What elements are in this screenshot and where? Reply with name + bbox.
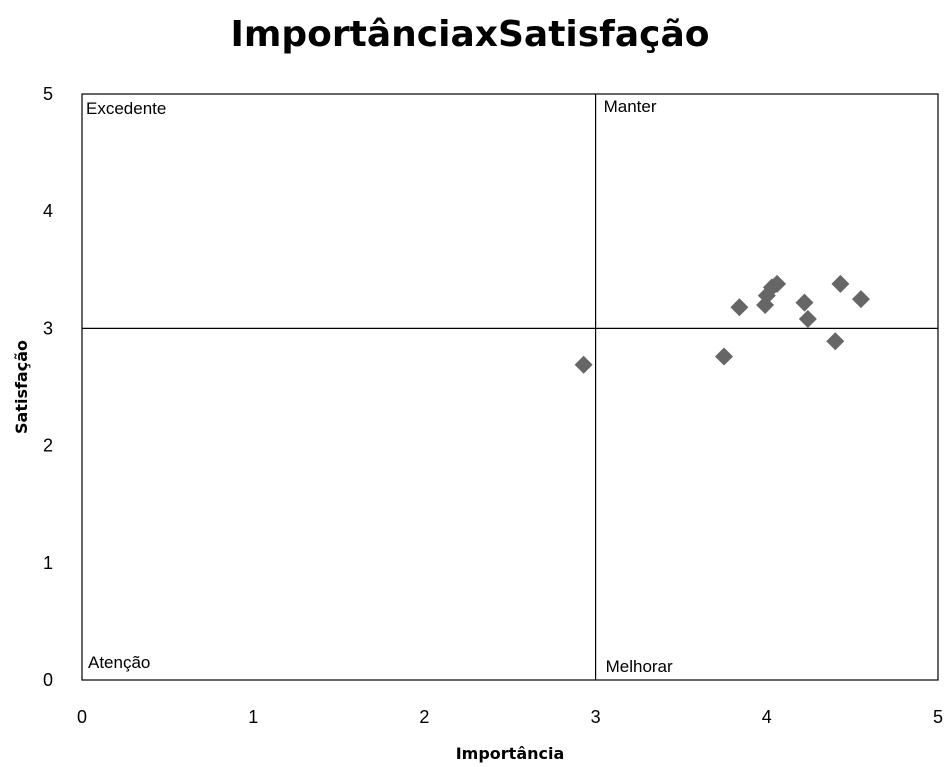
x-tick-label: 1 <box>248 707 258 727</box>
quadrant-label-melhorar: Melhorar <box>606 657 673 676</box>
plot-area <box>81 93 939 681</box>
data-point <box>574 355 593 374</box>
x-axis-title: Importância <box>456 744 565 763</box>
quadrant-label-atencao: Atenção <box>88 653 150 672</box>
quadrant-label-manter: Manter <box>604 97 657 116</box>
quadrant-label-excedente: Excedente <box>86 99 166 118</box>
y-tick-label: 0 <box>43 670 53 690</box>
y-tick-label: 2 <box>43 436 53 456</box>
data-point <box>831 274 850 293</box>
y-tick-label: 3 <box>43 318 53 338</box>
x-tick-label: 3 <box>591 707 601 727</box>
chart-title: ImportânciaxSatisfação <box>230 14 709 55</box>
data-point <box>826 332 845 351</box>
data-point <box>795 293 814 312</box>
data-point <box>768 274 787 293</box>
y-tick-label: 5 <box>43 84 53 104</box>
data-point <box>730 298 749 317</box>
y-tick-label: 4 <box>43 201 53 221</box>
x-tick-label: 0 <box>77 707 87 727</box>
x-tick-label: 5 <box>933 707 943 727</box>
x-tick-label: 4 <box>762 707 772 727</box>
x-tick-label: 2 <box>419 707 429 727</box>
data-point <box>715 347 733 366</box>
data-point <box>851 290 870 309</box>
y-tick-label: 1 <box>43 553 53 573</box>
y-axis-title: Satisfação <box>12 340 31 434</box>
data-point <box>798 310 817 329</box>
